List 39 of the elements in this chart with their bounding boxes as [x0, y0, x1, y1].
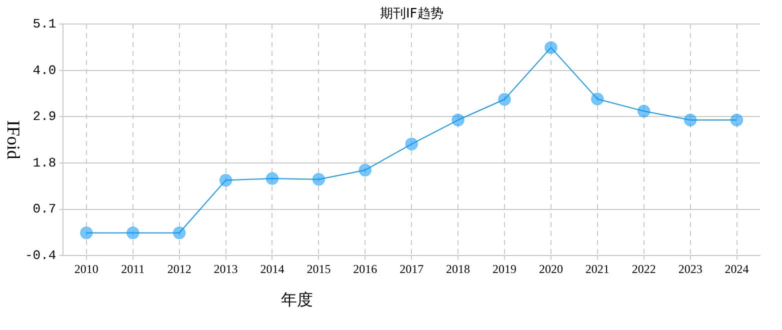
- point: [730, 114, 744, 127]
- point: [80, 226, 93, 240]
- point: [312, 172, 326, 186]
- point: [684, 114, 697, 127]
- y-tick-label: 4.0: [32, 62, 56, 78]
- point: [544, 41, 558, 54]
- x-tick-label: 2020: [538, 262, 563, 276]
- x-tick-label: 2015: [306, 262, 331, 276]
- x-tick-label: 2024: [724, 262, 749, 276]
- x-tick-label: 2011: [121, 262, 145, 276]
- x-tick-label: 2018: [446, 262, 470, 276]
- y-tick-label: 2.9: [32, 109, 56, 124]
- y-tick-label: 1.8: [32, 155, 56, 170]
- x-tick-label: 2016: [353, 262, 378, 276]
- x-tick-label: 2012: [167, 262, 192, 276]
- x-tick-label: 2023: [678, 262, 702, 276]
- point: [637, 104, 650, 118]
- x-tick-label: 2010: [74, 262, 98, 276]
- point: [452, 114, 465, 127]
- y-axis-title: IFoid: [3, 120, 24, 160]
- point: [498, 92, 512, 106]
- x-tick-label: 2021: [585, 262, 610, 276]
- x-tick-label: 2019: [492, 262, 517, 276]
- x-tick-label: 2014: [260, 262, 284, 276]
- point: [590, 92, 604, 106]
- point: [172, 226, 186, 240]
- x-tick-label: 2022: [632, 262, 656, 276]
- x-tick-label: 2017: [400, 262, 424, 276]
- x-tick-label: 2013: [214, 262, 238, 276]
- point: [266, 172, 279, 186]
- chart-title: 期刊IF趋势: [380, 6, 444, 22]
- point: [358, 164, 372, 177]
- y-tick-label: -0.4: [24, 248, 56, 264]
- x-axis-title: 年度: [281, 290, 313, 310]
- y-tick-label: 5.1: [32, 16, 56, 32]
- y-tick-label: 0.7: [32, 202, 56, 217]
- point: [405, 138, 418, 151]
- point: [126, 226, 140, 240]
- point: [219, 174, 232, 187]
